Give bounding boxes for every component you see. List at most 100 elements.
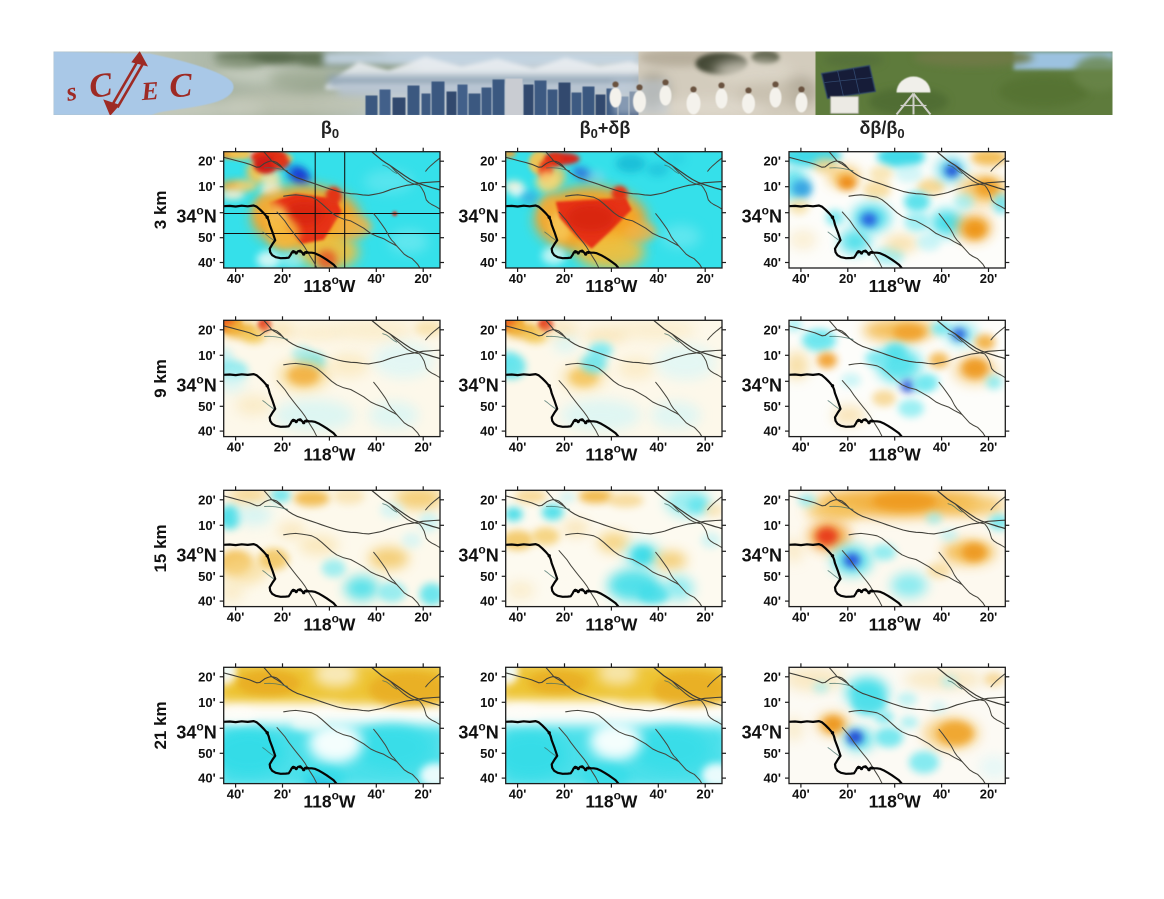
svg-text:40': 40' <box>933 787 951 802</box>
svg-text:34oN: 34oN <box>176 204 216 227</box>
svg-text:δβ/β0: δβ/β0 <box>859 118 904 141</box>
svg-text:20': 20' <box>480 154 498 169</box>
svg-text:118oW: 118oW <box>585 273 638 296</box>
svg-text:20': 20' <box>980 271 998 286</box>
svg-text:10': 10' <box>763 695 781 710</box>
svg-text:50': 50' <box>198 230 216 245</box>
svg-text:34oN: 34oN <box>176 372 216 395</box>
svg-text:40': 40' <box>227 787 245 802</box>
svg-text:40': 40' <box>368 440 386 455</box>
svg-text:40': 40' <box>227 440 245 455</box>
svg-text:20': 20' <box>480 492 498 507</box>
svg-text:40': 40' <box>763 424 781 439</box>
svg-text:β0: β0 <box>321 118 339 141</box>
svg-text:40': 40' <box>792 787 810 802</box>
svg-text:20': 20' <box>274 271 292 286</box>
svg-text:20': 20' <box>198 154 216 169</box>
svg-text:40': 40' <box>509 440 527 455</box>
svg-text:118oW: 118oW <box>303 442 356 465</box>
svg-text:C: C <box>87 66 115 106</box>
svg-text:10': 10' <box>198 518 216 533</box>
svg-text:20': 20' <box>274 787 292 802</box>
svg-text:20': 20' <box>198 669 216 684</box>
svg-text:20': 20' <box>696 440 714 455</box>
svg-text:40': 40' <box>650 440 668 455</box>
svg-text:20': 20' <box>839 610 857 625</box>
svg-text:40': 40' <box>933 610 951 625</box>
svg-text:40': 40' <box>480 594 498 609</box>
svg-text:50': 50' <box>480 569 498 584</box>
svg-text:40': 40' <box>368 787 386 802</box>
svg-text:40': 40' <box>368 610 386 625</box>
svg-text:20': 20' <box>198 492 216 507</box>
svg-text:20': 20' <box>839 787 857 802</box>
svg-text:34oN: 34oN <box>458 372 498 395</box>
svg-text:40': 40' <box>792 610 810 625</box>
svg-text:40': 40' <box>933 271 951 286</box>
svg-text:40': 40' <box>763 594 781 609</box>
svg-text:40': 40' <box>763 255 781 270</box>
svg-text:50': 50' <box>480 399 498 414</box>
svg-text:40': 40' <box>480 255 498 270</box>
svg-text:20': 20' <box>980 440 998 455</box>
svg-text:118oW: 118oW <box>303 612 356 635</box>
svg-text:20': 20' <box>414 787 432 802</box>
svg-text:10': 10' <box>480 348 498 363</box>
svg-text:20': 20' <box>980 787 998 802</box>
svg-text:20': 20' <box>556 440 574 455</box>
svg-text:20': 20' <box>414 610 432 625</box>
svg-text:118oW: 118oW <box>869 273 922 296</box>
svg-text:40': 40' <box>480 771 498 786</box>
svg-text:20': 20' <box>198 322 216 337</box>
svg-text:20': 20' <box>763 154 781 169</box>
svg-text:10': 10' <box>480 179 498 194</box>
svg-text:40': 40' <box>763 771 781 786</box>
svg-text:40': 40' <box>368 271 386 286</box>
svg-text:10': 10' <box>763 179 781 194</box>
svg-text:34oN: 34oN <box>742 204 782 227</box>
svg-text:20': 20' <box>763 669 781 684</box>
svg-text:20': 20' <box>980 610 998 625</box>
svg-text:34oN: 34oN <box>742 719 782 742</box>
svg-text:118oW: 118oW <box>303 273 356 296</box>
svg-text:34oN: 34oN <box>742 542 782 565</box>
svg-text:20': 20' <box>480 322 498 337</box>
svg-text:40': 40' <box>198 255 216 270</box>
svg-text:50': 50' <box>763 399 781 414</box>
svg-text:β0+δβ: β0+δβ <box>580 118 631 141</box>
svg-text:40': 40' <box>509 787 527 802</box>
svg-text:40': 40' <box>792 440 810 455</box>
svg-text:40': 40' <box>792 271 810 286</box>
svg-text:50': 50' <box>198 399 216 414</box>
svg-text:34oN: 34oN <box>176 719 216 742</box>
svg-text:10': 10' <box>480 518 498 533</box>
svg-text:C: C <box>168 67 194 106</box>
svg-text:20': 20' <box>274 440 292 455</box>
svg-text:40': 40' <box>933 440 951 455</box>
svg-text:34oN: 34oN <box>458 204 498 227</box>
svg-text:34oN: 34oN <box>176 542 216 565</box>
svg-text:20': 20' <box>696 787 714 802</box>
svg-text:20': 20' <box>414 271 432 286</box>
svg-text:50': 50' <box>763 746 781 761</box>
svg-text:118oW: 118oW <box>869 612 922 635</box>
svg-text:118oW: 118oW <box>869 789 922 812</box>
svg-text:20': 20' <box>556 787 574 802</box>
svg-text:118oW: 118oW <box>303 789 356 812</box>
svg-text:118oW: 118oW <box>585 442 638 465</box>
svg-text:50': 50' <box>198 569 216 584</box>
svg-text:E: E <box>139 76 159 106</box>
svg-text:s: s <box>63 77 79 107</box>
svg-text:3 km: 3 km <box>151 190 170 229</box>
svg-text:118oW: 118oW <box>585 789 638 812</box>
svg-text:10': 10' <box>198 695 216 710</box>
svg-text:20': 20' <box>696 610 714 625</box>
svg-text:40': 40' <box>650 787 668 802</box>
svg-text:20': 20' <box>274 610 292 625</box>
svg-text:10': 10' <box>763 518 781 533</box>
svg-text:20': 20' <box>556 271 574 286</box>
svg-text:20': 20' <box>763 322 781 337</box>
svg-text:20': 20' <box>839 440 857 455</box>
svg-text:21 km: 21 km <box>151 701 170 749</box>
svg-text:10': 10' <box>198 179 216 194</box>
